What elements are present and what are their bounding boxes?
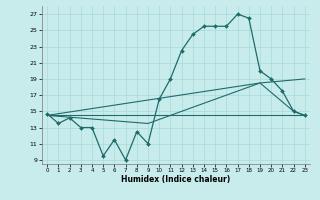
X-axis label: Humidex (Indice chaleur): Humidex (Indice chaleur) — [121, 175, 231, 184]
